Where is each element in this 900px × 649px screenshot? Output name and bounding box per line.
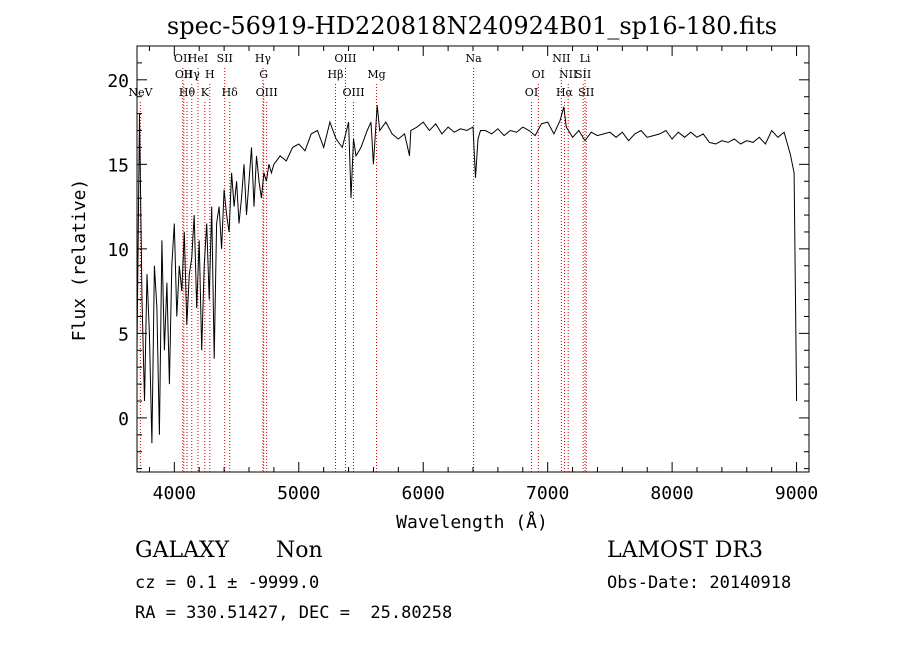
line-label: Na bbox=[466, 52, 483, 65]
y-tick-label: 20 bbox=[107, 71, 129, 92]
line-label: Li bbox=[580, 52, 591, 65]
x-tick-label: 6000 bbox=[402, 483, 445, 504]
redshift-readout: cz = 0.1 ± -9999.0 bbox=[135, 573, 320, 593]
coordinates-readout: RA = 330.51427, DEC = 25.80258 bbox=[135, 603, 453, 623]
line-label: NII bbox=[552, 52, 570, 65]
line-label: K bbox=[201, 86, 210, 99]
y-axis-label: Flux (relative) bbox=[69, 179, 90, 342]
line-label: OIII bbox=[256, 86, 278, 99]
line-label: Hα bbox=[556, 86, 574, 99]
line-label: OIII bbox=[334, 52, 356, 65]
obs-date: Obs-Date: 20140918 bbox=[607, 573, 792, 593]
y-tick-label: 15 bbox=[107, 155, 129, 176]
emission-line-markers bbox=[139, 68, 587, 472]
y-tick-label: 10 bbox=[107, 240, 129, 261]
line-label: SII bbox=[578, 86, 594, 99]
line-label: G bbox=[259, 68, 268, 81]
spectrum-line bbox=[136, 105, 798, 444]
line-label: H bbox=[205, 68, 215, 81]
line-label: Hγ bbox=[184, 68, 201, 81]
y-tick-label: 0 bbox=[118, 409, 129, 430]
line-label: OII bbox=[174, 52, 192, 65]
chart-title: spec-56919-HD220818N240924B01_sp16-180.f… bbox=[167, 12, 777, 40]
x-axis: 4000 5000 6000 7000 8000 9000 bbox=[148, 46, 818, 504]
x-tick-label: 7000 bbox=[526, 483, 569, 504]
line-label: NeV bbox=[128, 86, 153, 99]
spectrum-chart: spec-56919-HD220818N240924B01_sp16-180.f… bbox=[69, 12, 818, 533]
line-label: SII bbox=[217, 52, 233, 65]
line-label: Hβ bbox=[328, 68, 344, 81]
line-label: SII bbox=[575, 68, 591, 81]
x-tick-label: 4000 bbox=[153, 483, 196, 504]
line-label: OIII bbox=[343, 86, 365, 99]
survey-name: LAMOST DR3 bbox=[607, 538, 763, 563]
line-label: OI bbox=[525, 86, 538, 99]
line-label: Hδ bbox=[222, 86, 239, 99]
plot-frame bbox=[136, 45, 810, 473]
line-label: OII bbox=[175, 68, 193, 81]
y-axis: 0 5 10 15 20 bbox=[107, 62, 809, 470]
x-tick-label: 5000 bbox=[277, 483, 320, 504]
line-label: NII bbox=[559, 68, 577, 81]
line-label: Hγ bbox=[255, 52, 272, 65]
emission-line-labels: NeVOIIOIIHθHγHeIKHSIIHδHγGOIIIHβOIIIOIII… bbox=[128, 52, 594, 99]
x-tick-label: 9000 bbox=[775, 483, 818, 504]
object-subclass: Non bbox=[276, 538, 323, 563]
line-label: Hθ bbox=[179, 86, 196, 99]
line-label: HeI bbox=[188, 52, 208, 65]
x-tick-label: 8000 bbox=[650, 483, 693, 504]
object-class: GALAXY bbox=[135, 538, 230, 563]
line-label: OI bbox=[532, 68, 545, 81]
line-label: Mg bbox=[367, 68, 385, 81]
y-tick-label: 5 bbox=[118, 324, 129, 345]
x-axis-label: Wavelength (Å) bbox=[396, 511, 548, 533]
